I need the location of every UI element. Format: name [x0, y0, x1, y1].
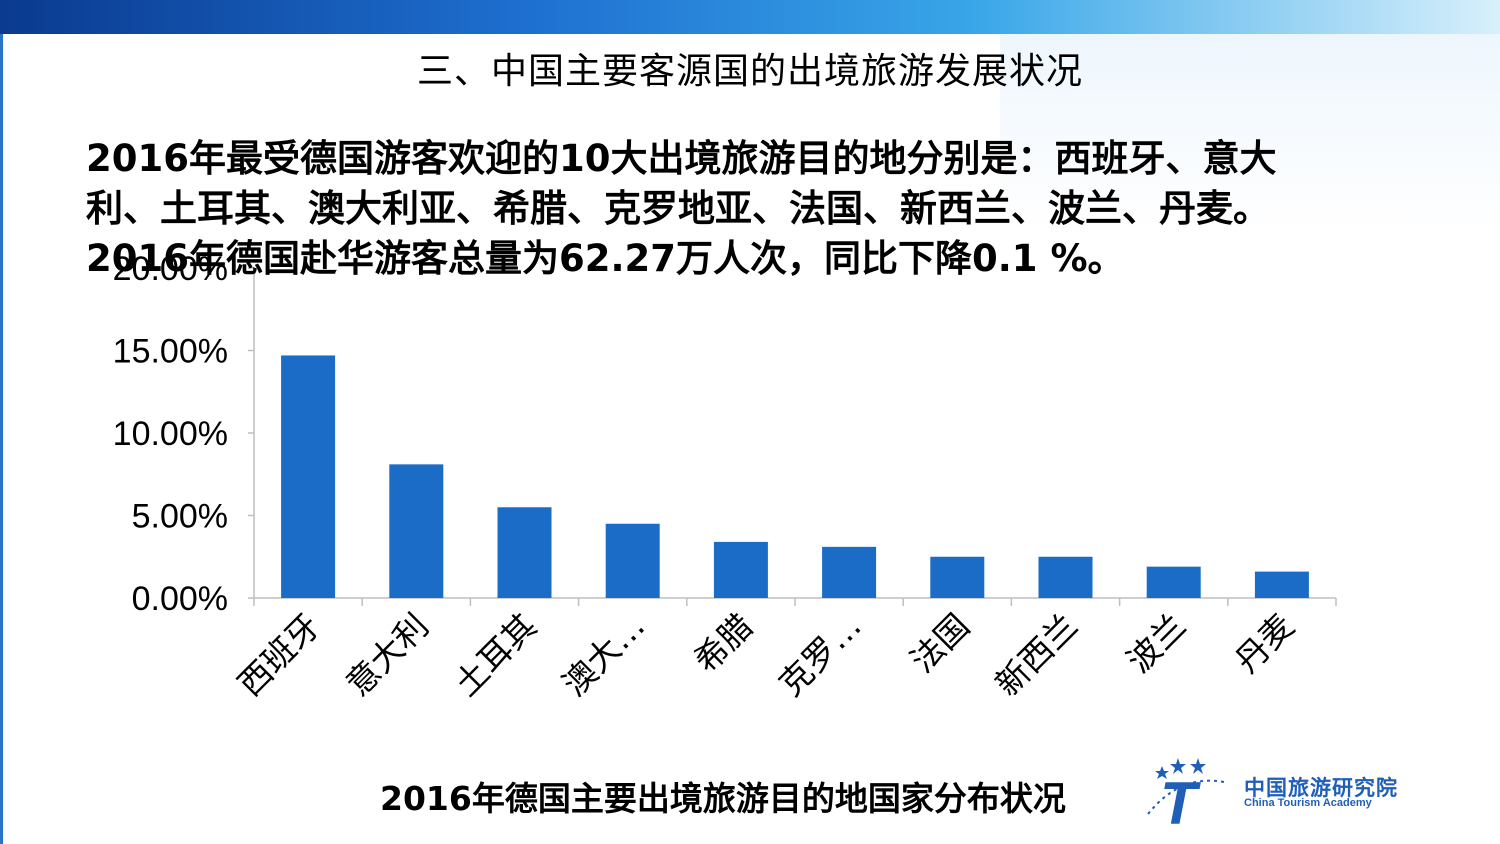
- x-category-label: 法国: [903, 606, 977, 680]
- intro-text: 2016年最受德国游客欢迎的10大出境旅游目的地分别是：西班牙、意大 利、土耳其…: [86, 134, 1416, 284]
- x-category-label: 希腊: [686, 606, 760, 680]
- bar: [1146, 566, 1201, 598]
- x-category-label: 西班牙: [230, 606, 328, 704]
- x-category-label: 新西兰: [988, 606, 1086, 704]
- logo-mark-letter: T: [1160, 770, 1201, 832]
- y-tick-label: 15.00%: [113, 333, 228, 371]
- intro-line-2: 利、土耳其、澳大利亚、希腊、克罗地亚、法国、新西兰、波兰、丹麦。: [86, 187, 1270, 230]
- background-decoration: [1000, 34, 1500, 234]
- intro-line-1: 2016年最受德国游客欢迎的10大出境旅游目的地分别是：西班牙、意大: [86, 137, 1277, 180]
- left-border: [0, 34, 3, 844]
- bar: [1254, 571, 1309, 598]
- y-tick-label: 20.00%: [113, 250, 228, 288]
- academy-logo-icon: T: [1147, 758, 1225, 832]
- bar: [930, 556, 985, 598]
- slide-title: 三、中国主要客源国的出境旅游发展状况: [416, 51, 1083, 92]
- bar: [822, 546, 877, 598]
- x-category-label: 丹麦: [1227, 606, 1301, 680]
- bar: [389, 464, 444, 598]
- y-tick-label: 5.00%: [132, 498, 228, 536]
- y-tick-label: 10.00%: [113, 415, 228, 453]
- logo-name-cn: 中国旅游研究院: [1244, 776, 1398, 800]
- logo-name-en: China Tourism Academy: [1244, 797, 1372, 809]
- intro-line-3: 2016年德国赴华游客总量为62.27万人次，同比下降0.1 %。: [86, 237, 1125, 280]
- x-category-label: 意大利: [338, 606, 436, 704]
- x-category-label: 克罗…: [771, 606, 869, 704]
- x-category-label: 波兰: [1119, 606, 1193, 680]
- y-tick-label: 0.00%: [132, 580, 228, 618]
- top-banner: [0, 0, 1500, 34]
- x-category-label: 土耳其: [447, 606, 545, 704]
- x-category-label: 澳大…: [555, 606, 653, 704]
- chart-caption: 2016年德国主要出境旅游目的地国家分布状况: [380, 779, 1066, 818]
- academy-logo: T 中国旅游研究院 China Tourism Academy: [1140, 752, 1460, 832]
- bar: [713, 541, 768, 598]
- bar: [497, 507, 552, 598]
- bar: [281, 355, 336, 598]
- bar: [1038, 556, 1093, 598]
- bar: [605, 523, 660, 598]
